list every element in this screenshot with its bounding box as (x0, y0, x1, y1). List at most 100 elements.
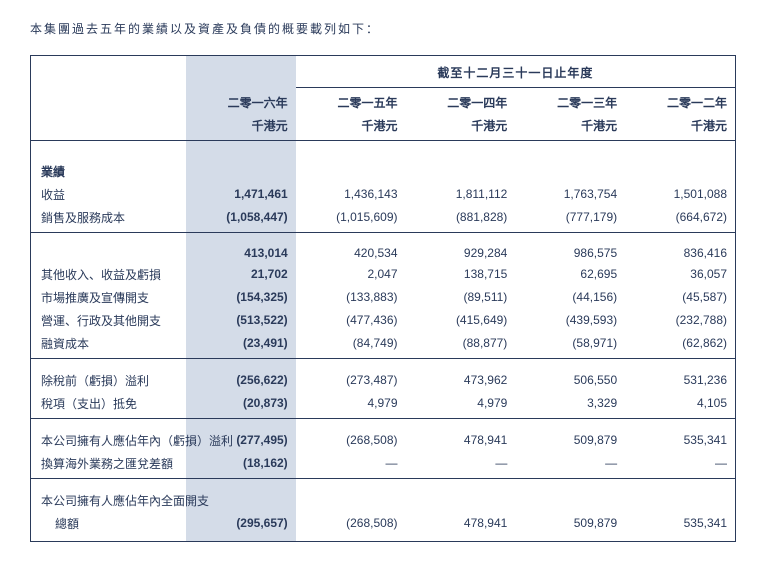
attr-1: (268,508) (296, 429, 406, 452)
row-cost: 銷售及服務成本 (1,058,447) (1,015,609) (881,828… (31, 206, 735, 229)
gross-label (31, 243, 186, 263)
fx-1: — (296, 452, 406, 475)
revenue-label: 收益 (31, 183, 186, 206)
finance-4: (62,862) (625, 332, 735, 355)
row-revenue: 收益 1,471,461 1,436,143 1,811,112 1,763,7… (31, 183, 735, 206)
attr-label: 本公司擁有人應佔年內（虧損）溢利 (31, 429, 186, 452)
year-3: 二零一三年 (515, 88, 625, 115)
finance-3: (58,971) (515, 332, 625, 355)
tci-3: 509,879 (515, 512, 625, 535)
cost-1: (1,015,609) (296, 206, 406, 229)
other-2: 138,715 (406, 263, 516, 286)
tax-label: 稅項（支出）抵免 (31, 392, 186, 415)
pbt-4: 531,236 (625, 369, 735, 392)
revenue-1: 1,436,143 (296, 183, 406, 206)
fx-2: — (406, 452, 516, 475)
pbt-1: (273,487) (296, 369, 406, 392)
pbt-label: 除稅前（虧損）溢利 (31, 369, 186, 392)
admin-4: (232,788) (625, 309, 735, 332)
market-2: (89,511) (406, 286, 516, 309)
pbt-2: 473,962 (406, 369, 516, 392)
gross-4: 836,416 (625, 243, 735, 263)
market-3: (44,156) (515, 286, 625, 309)
pbt-3: 506,550 (515, 369, 625, 392)
header-row-years: 二零一六年 二零一五年 二零一四年 二零一三年 二零一二年 (31, 88, 735, 115)
fx-4: — (625, 452, 735, 475)
header-row-period: 截至十二月三十一日止年度 (31, 56, 735, 88)
market-1: (133,883) (296, 286, 406, 309)
pbt-0: (256,622) (186, 369, 296, 392)
gross-3: 986,575 (515, 243, 625, 263)
cost-2: (881,828) (406, 206, 516, 229)
tci-2: 478,941 (406, 512, 516, 535)
other-0: 21,702 (186, 263, 296, 286)
row-fx: 換算海外業務之匯兌差額 (18,162) — — — — (31, 452, 735, 475)
row-attributable: 本公司擁有人應佔年內（虧損）溢利 (277,495) (268,508) 478… (31, 429, 735, 452)
period-header: 截至十二月三十一日止年度 (296, 56, 735, 88)
tax-2: 4,979 (406, 392, 516, 415)
finance-2: (88,877) (406, 332, 516, 355)
market-0: (154,325) (186, 286, 296, 309)
gross-1: 420,534 (296, 243, 406, 263)
gross-0: 413,014 (186, 243, 296, 263)
revenue-3: 1,763,754 (515, 183, 625, 206)
unit-3: 千港元 (515, 114, 625, 141)
row-market: 市場推廣及宣傳開支 (154,325) (133,883) (89,511) (… (31, 286, 735, 309)
fx-3: — (515, 452, 625, 475)
row-admin: 營運、行政及其他開支 (513,522) (477,436) (415,649)… (31, 309, 735, 332)
section-results: 業績 (31, 151, 735, 183)
tci-label-l1: 本公司擁有人應佔年內全面開支 (31, 489, 186, 512)
results-title: 業績 (31, 151, 186, 183)
other-1: 2,047 (296, 263, 406, 286)
fx-0: (18,162) (186, 452, 296, 475)
year-0: 二零一六年 (186, 88, 296, 115)
cost-3: (777,179) (515, 206, 625, 229)
intro-text: 本集團過去五年的業績以及資產及負債的概要載列如下： (30, 20, 736, 37)
unit-1: 千港元 (296, 114, 406, 141)
financial-table: 截至十二月三十一日止年度 二零一六年 二零一五年 二零一四年 二零一三年 二零一… (31, 56, 735, 541)
market-4: (45,587) (625, 286, 735, 309)
gross-2: 929,284 (406, 243, 516, 263)
row-finance: 融資成本 (23,491) (84,749) (88,877) (58,971)… (31, 332, 735, 355)
admin-1: (477,436) (296, 309, 406, 332)
tci-1: (268,508) (296, 512, 406, 535)
admin-label: 營運、行政及其他開支 (31, 309, 186, 332)
financial-table-container: 截至十二月三十一日止年度 二零一六年 二零一五年 二零一四年 二零一三年 二零一… (30, 55, 736, 542)
revenue-4: 1,501,088 (625, 183, 735, 206)
row-other: 其他收入、收益及虧損 21,702 2,047 138,715 62,695 3… (31, 263, 735, 286)
row-pbt: 除稅前（虧損）溢利 (256,622) (273,487) 473,962 50… (31, 369, 735, 392)
revenue-0: 1,471,461 (186, 183, 296, 206)
cost-label: 銷售及服務成本 (31, 206, 186, 229)
tax-4: 4,105 (625, 392, 735, 415)
admin-3: (439,593) (515, 309, 625, 332)
header-row-unit: 千港元 千港元 千港元 千港元 千港元 (31, 114, 735, 141)
row-tax: 稅項（支出）抵免 (20,873) 4,979 4,979 3,329 4,10… (31, 392, 735, 415)
unit-0: 千港元 (186, 114, 296, 141)
finance-1: (84,749) (296, 332, 406, 355)
cost-4: (664,672) (625, 206, 735, 229)
tax-3: 3,329 (515, 392, 625, 415)
finance-0: (23,491) (186, 332, 296, 355)
other-label: 其他收入、收益及虧損 (31, 263, 186, 286)
tax-0: (20,873) (186, 392, 296, 415)
cost-0: (1,058,447) (186, 206, 296, 229)
unit-2: 千港元 (406, 114, 516, 141)
admin-2: (415,649) (406, 309, 516, 332)
tci-4: 535,341 (625, 512, 735, 535)
revenue-2: 1,811,112 (406, 183, 516, 206)
fx-label: 換算海外業務之匯兌差額 (31, 452, 186, 475)
row-tci-line2: 總額 (295,657) (268,508) 478,941 509,879 5… (31, 512, 735, 535)
tax-1: 4,979 (296, 392, 406, 415)
finance-label: 融資成本 (31, 332, 186, 355)
tci-0: (295,657) (186, 512, 296, 535)
row-tci-line1: 本公司擁有人應佔年內全面開支 (31, 489, 735, 512)
year-4: 二零一二年 (625, 88, 735, 115)
admin-0: (513,522) (186, 309, 296, 332)
other-3: 62,695 (515, 263, 625, 286)
attr-3: 509,879 (515, 429, 625, 452)
unit-4: 千港元 (625, 114, 735, 141)
market-label: 市場推廣及宣傳開支 (31, 286, 186, 309)
row-gross: 413,014 420,534 929,284 986,575 836,416 (31, 243, 735, 263)
attr-2: 478,941 (406, 429, 516, 452)
attr-4: 535,341 (625, 429, 735, 452)
